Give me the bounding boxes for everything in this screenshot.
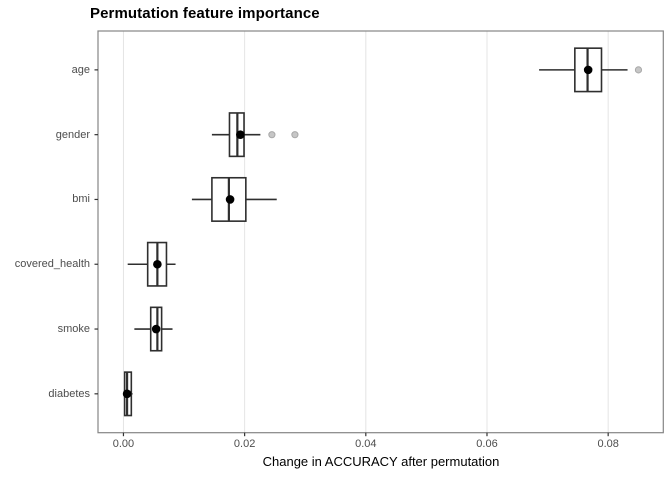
y-category-label: diabetes [48, 387, 90, 400]
x-tick-label: 0.00 [112, 438, 135, 450]
panel-background [98, 31, 664, 433]
outlier-point [634, 66, 643, 74]
outlier-point [268, 131, 276, 139]
x-tick-label: 0.08 [597, 438, 619, 450]
y-category-label: bmi [72, 193, 90, 206]
y-category-label: gender [55, 128, 90, 141]
outlier-point [291, 131, 299, 139]
x-tick-label: 0.04 [355, 438, 377, 450]
chart-title: Permutation feature importance [90, 5, 320, 22]
mean-dot [122, 389, 132, 399]
panel-border [97, 30, 664, 434]
mean-dot [583, 65, 593, 75]
y-category-label: covered_health [14, 258, 90, 271]
y-category-label: smoke [57, 323, 90, 336]
y-category-label: age [71, 63, 90, 76]
mean-dot [151, 324, 161, 334]
mean-dot [153, 259, 162, 269]
mean-dot [225, 195, 235, 204]
x-tick-label: 0.06 [476, 438, 498, 450]
mean-dot [236, 130, 245, 139]
x-axis-title: Change in ACCURACY after permutation [262, 454, 500, 469]
x-tick-label: 0.02 [233, 438, 256, 450]
